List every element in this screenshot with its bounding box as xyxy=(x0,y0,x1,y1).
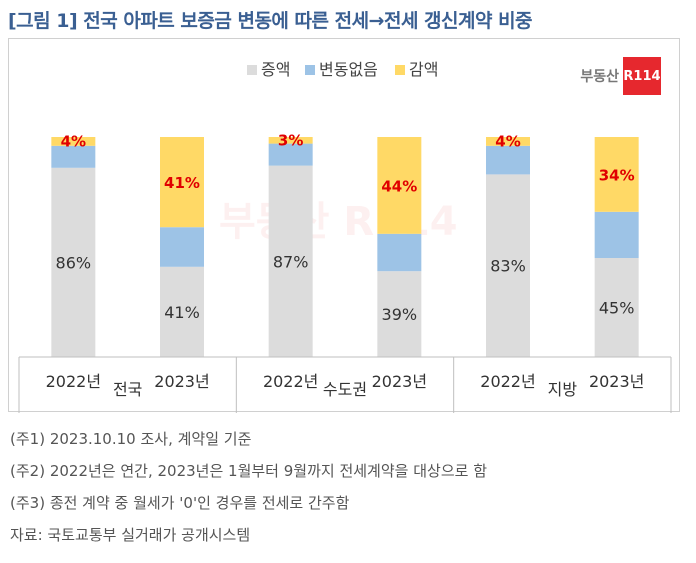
data-label-0-5: 45% xyxy=(599,299,635,318)
bar-1-4 xyxy=(486,145,530,175)
legend-label-0: 증액 xyxy=(261,60,290,79)
legend-label-1: 변동없음 xyxy=(319,60,378,79)
data-label-0-0: 86% xyxy=(56,253,92,272)
bar-1-1 xyxy=(160,227,204,267)
group-label-2: 지방 xyxy=(548,380,578,399)
bar-2-4 xyxy=(486,137,530,146)
data-label-0-3: 39% xyxy=(382,305,418,324)
bar-1-5 xyxy=(594,211,639,258)
bar-0-0 xyxy=(51,167,96,357)
source-note: 자료: 국토교통부 실거래가 공개시스템 xyxy=(10,526,251,544)
note-1: (주1) 2023.10.10 조사, 계약일 기준 xyxy=(10,430,252,448)
x-tick-label-4: 2022년 xyxy=(480,372,535,391)
data-label-2-2: 3% xyxy=(278,131,303,149)
bar-2-1 xyxy=(160,137,204,228)
chart-area: 부동산 R114 부동산 R114 증액 변동없음 감액 86% 4% 2022년 41% 4… xyxy=(8,38,680,413)
legend-label-2: 감액 xyxy=(409,60,438,79)
group-label-1: 수도권 xyxy=(323,380,367,399)
bar-1-2 xyxy=(268,143,313,166)
logo-badge: R114 xyxy=(623,57,661,95)
bar-2-2 xyxy=(268,137,313,144)
chart-title: [그림 1] 전국 아파트 보증금 변동에 따른 전세→전세 갱신계약 비중 xyxy=(8,10,533,32)
bar-2-0 xyxy=(51,137,96,146)
bar-0-1 xyxy=(160,266,204,357)
note-2: (주2) 2022년은 연간, 2023년은 1월부터 9월까지 전세계약을 대… xyxy=(10,462,487,480)
stacked-bar-chart: 증액 변동없음 감액 86% 4% 2022년 41% 41% 2023년 87% 3% 2022년 3… xyxy=(18,60,672,413)
data-label-0-1: 41% xyxy=(164,303,200,322)
legend-swatch-0 xyxy=(247,65,257,75)
data-label-2-5: 34% xyxy=(599,166,635,184)
data-label-0-4: 83% xyxy=(490,257,526,276)
data-label-2-3: 44% xyxy=(381,177,417,195)
group-label-0: 전국 xyxy=(113,380,142,399)
x-tick-label-5: 2023년 xyxy=(589,372,644,391)
x-tick-label-0: 2022년 xyxy=(46,372,101,391)
bar-2-3 xyxy=(377,137,422,234)
bar-1-0 xyxy=(51,145,96,168)
x-tick-label-3: 2023년 xyxy=(372,372,427,391)
x-tick-label-2: 2022년 xyxy=(263,372,318,391)
bar-0-4 xyxy=(486,174,530,357)
bar-0-3 xyxy=(377,271,422,357)
data-label-2-0: 4% xyxy=(61,132,86,150)
x-tick-label-1: 2023년 xyxy=(154,372,209,391)
logo-text: 부동산 xyxy=(580,69,619,85)
legend-swatch-2 xyxy=(395,65,405,75)
bar-0-5 xyxy=(594,258,639,357)
data-label-0-2: 87% xyxy=(273,252,309,271)
legend-swatch-1 xyxy=(305,65,315,75)
data-label-2-4: 4% xyxy=(495,132,520,150)
logo: 부동산 R114 xyxy=(580,57,661,95)
bar-1-3 xyxy=(377,233,422,272)
note-3: (주3) 종전 계약 중 월세가 '0'인 경우를 전세로 간주함 xyxy=(10,494,350,512)
bar-0-2 xyxy=(268,165,313,357)
bar-2-5 xyxy=(594,137,639,212)
data-label-2-1: 41% xyxy=(164,174,200,192)
